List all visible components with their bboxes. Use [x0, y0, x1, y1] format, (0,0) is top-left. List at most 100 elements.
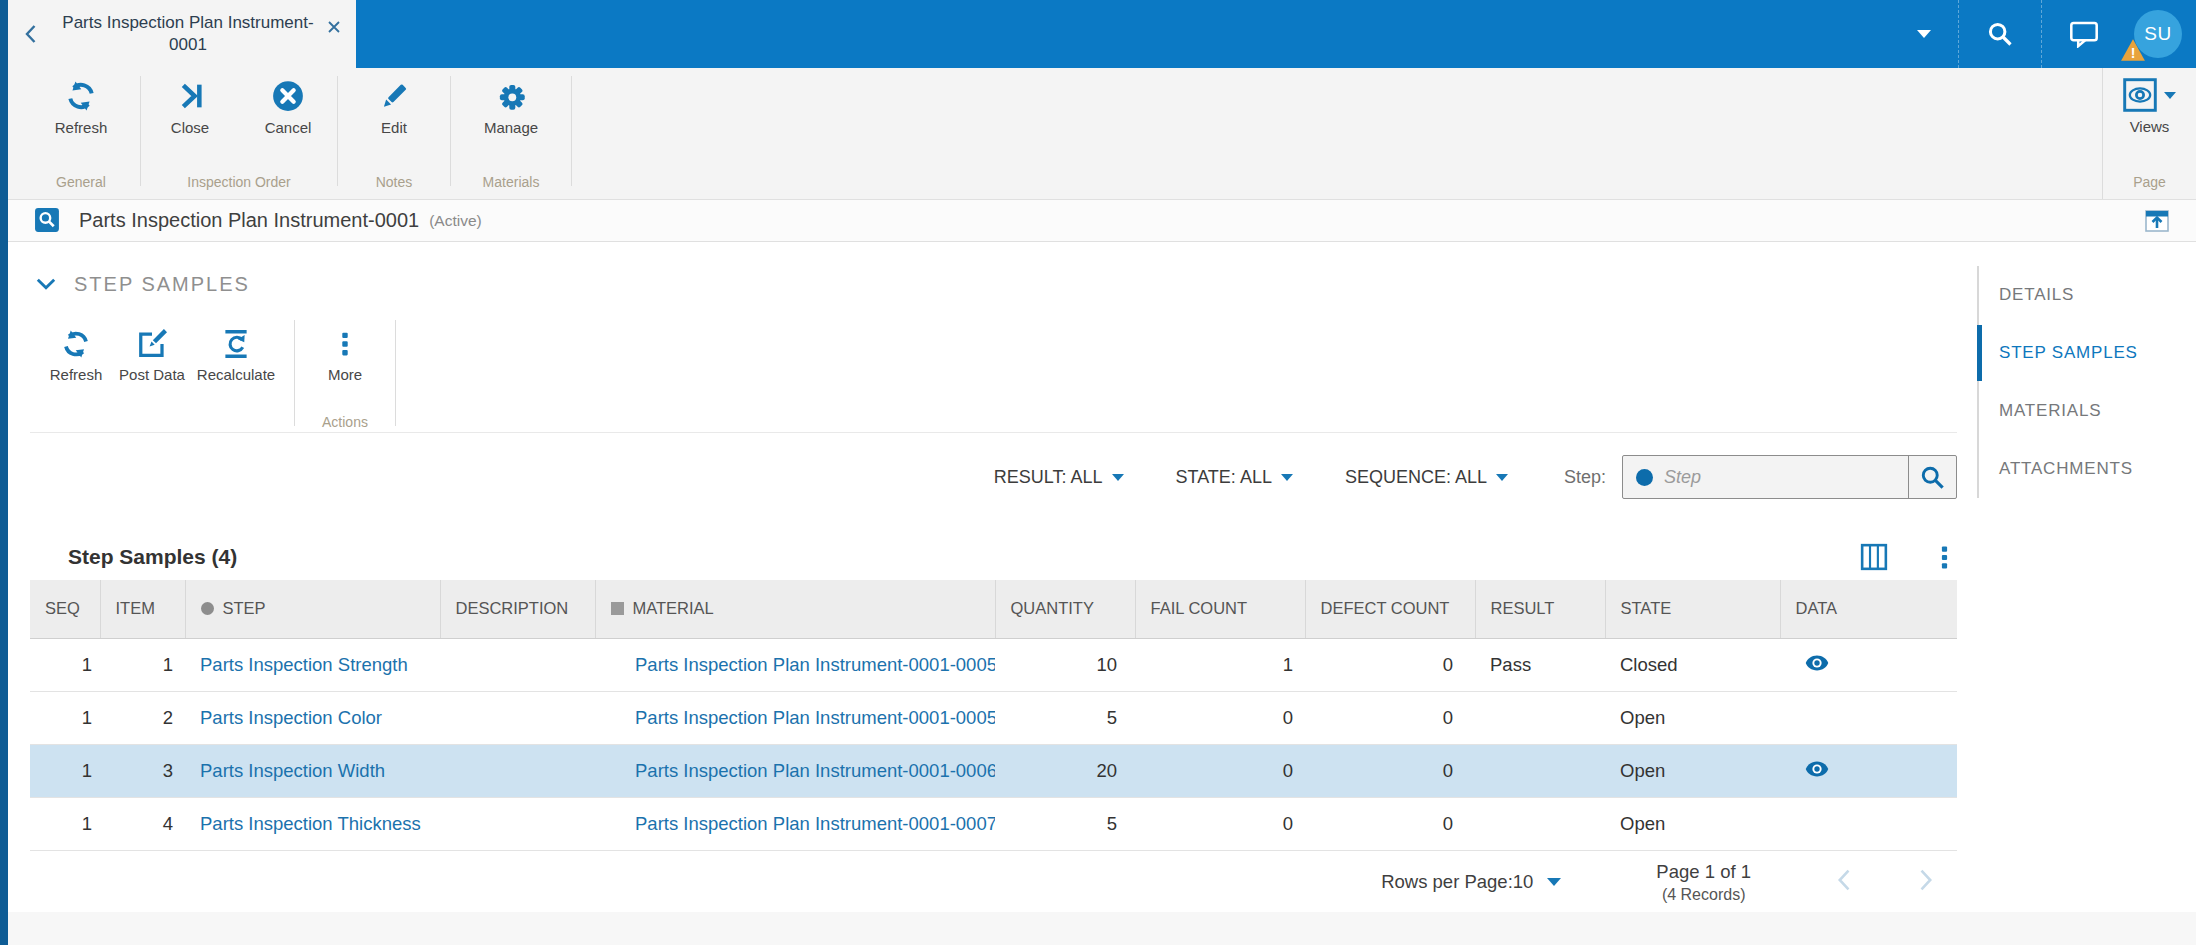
col-seq[interactable]: SEQ — [30, 580, 100, 638]
tab-close-button[interactable] — [324, 17, 344, 37]
step-link[interactable]: Parts Inspection Strength — [200, 654, 408, 675]
topbar-dropdown[interactable] — [1890, 0, 1958, 68]
actions-group-label: Actions — [307, 414, 383, 432]
page-info: Page 1 of 1 (4 Records) — [1656, 861, 1751, 904]
main-content: STEP SAMPLES Refresh Post Data Recalcula… — [8, 242, 2196, 912]
page-title: Parts Inspection Plan Instrument-0001 — [79, 209, 419, 232]
table-title: Step Samples (4) — [68, 545, 237, 569]
section-nav: DETAILS STEP SAMPLES MATERIALS ATTACHMEN… — [1971, 266, 2196, 498]
next-page-button[interactable] — [1911, 866, 1939, 898]
user-avatar[interactable]: SU ! — [2134, 10, 2182, 58]
sidebar-item-details[interactable]: DETAILS — [1979, 266, 2196, 324]
rows-per-page-dropdown[interactable]: Rows per Page:10 — [1381, 871, 1561, 893]
divider — [30, 432, 1957, 433]
col-step[interactable]: STEP — [185, 580, 440, 638]
back-button[interactable] — [8, 22, 52, 46]
popout-button[interactable] — [2144, 208, 2170, 234]
step-link[interactable]: Parts Inspection Color — [200, 707, 382, 728]
step-search-button[interactable] — [1908, 456, 1956, 498]
sidebar-item-materials[interactable]: MATERIALS — [1979, 382, 2196, 440]
table-row[interactable]: 1 1 Parts Inspection Strength Parts Insp… — [30, 638, 1957, 691]
state-filter[interactable]: STATE: ALL — [1176, 467, 1293, 488]
material-square-icon — [611, 602, 624, 615]
recalculate-button[interactable]: Recalculate — [190, 320, 282, 432]
step-dot-icon — [201, 602, 214, 615]
post-data-icon — [137, 329, 167, 359]
popout-icon — [2144, 208, 2170, 234]
sequence-filter[interactable]: SEQUENCE: ALL — [1345, 467, 1508, 488]
chevron-left-icon — [1831, 866, 1859, 894]
topbar-search-button[interactable] — [1958, 0, 2041, 68]
step-link[interactable]: Parts Inspection Thickness — [200, 813, 421, 834]
ribbon-group-label: Inspection Order — [141, 174, 337, 199]
edit-notes-button[interactable]: Edit — [346, 78, 442, 136]
post-data-button[interactable]: Post Data — [114, 320, 190, 432]
table-title-row: Step Samples (4) — [68, 534, 1957, 580]
col-defect-count[interactable]: DEFECT COUNT — [1305, 580, 1475, 638]
previous-page-button[interactable] — [1831, 866, 1859, 898]
step-link[interactable]: Parts Inspection Width — [200, 760, 385, 781]
sidebar-item-attachments[interactable]: ATTACHMENTS — [1979, 440, 2196, 498]
close-order-button[interactable]: Close — [142, 78, 238, 136]
grid-refresh-button[interactable]: Refresh — [38, 320, 114, 432]
refresh-button[interactable]: Refresh — [33, 78, 129, 136]
step-type-icon — [1636, 469, 1653, 486]
gear-icon — [494, 79, 528, 113]
section-actions-toolbar: Refresh Post Data Recalculate More Actio… — [38, 320, 408, 432]
eye-icon — [2123, 78, 2157, 112]
warning-icon: ! — [2120, 38, 2146, 62]
table-menu-kebab-icon[interactable] — [1932, 545, 1957, 570]
chevron-down-icon — [1547, 878, 1561, 886]
close-icon — [324, 17, 344, 37]
col-fail-count[interactable]: FAIL COUNT — [1135, 580, 1305, 638]
col-result[interactable]: RESULT — [1475, 580, 1605, 638]
record-title-bar: Parts Inspection Plan Instrument-0001 (A… — [8, 199, 2196, 242]
cancel-order-button[interactable]: Cancel — [240, 78, 336, 136]
actions-group: More Actions — [307, 320, 383, 432]
footer-strip — [8, 912, 2196, 945]
ribbon-group-label: Page — [2103, 174, 2196, 199]
more-actions-button[interactable]: More — [307, 320, 383, 383]
chevron-right-icon — [1911, 866, 1939, 894]
record-count: (4 Records) — [1656, 886, 1751, 904]
search-icon — [1919, 464, 1946, 491]
material-link[interactable]: Parts Inspection Plan Instrument-0001-00… — [635, 760, 995, 781]
result-filter[interactable]: RESULT: ALL — [994, 467, 1124, 488]
material-link[interactable]: Parts Inspection Plan Instrument-0001-00… — [635, 813, 995, 834]
tab-title: Parts Inspection Plan Instrument-0001 — [52, 12, 324, 56]
ribbon-group-label: Notes — [338, 174, 450, 199]
columns-icon[interactable] — [1860, 543, 1888, 571]
cancel-icon — [271, 79, 305, 113]
views-button[interactable] — [2103, 78, 2196, 112]
inspection-plan-icon — [34, 207, 61, 234]
col-item[interactable]: ITEM — [100, 580, 185, 638]
view-data-button[interactable] — [1805, 760, 1829, 781]
step-search-input[interactable] — [1664, 467, 1908, 488]
table-row[interactable]: 1 2 Parts Inspection Color Parts Inspect… — [30, 691, 1957, 744]
table-header-row: SEQ ITEM STEP DESCRIPTION MATERIAL QUANT… — [30, 580, 1957, 638]
search-icon — [1986, 20, 2014, 48]
chevron-down-icon — [1496, 474, 1508, 481]
material-link[interactable]: Parts Inspection Plan Instrument-0001-00… — [635, 654, 995, 675]
col-data[interactable]: DATA — [1780, 580, 1957, 638]
view-data-button[interactable] — [1805, 654, 1829, 675]
sidebar-item-step-samples[interactable]: STEP SAMPLES — [1979, 324, 2196, 382]
col-material[interactable]: MATERIAL — [595, 580, 995, 638]
active-screen-tab[interactable]: Parts Inspection Plan Instrument-0001 — [8, 0, 356, 68]
ribbon-group-label: General — [22, 174, 140, 199]
pagination-bar: Rows per Page:10 Page 1 of 1 (4 Records) — [30, 854, 1957, 910]
col-description[interactable]: DESCRIPTION — [440, 580, 595, 638]
left-edge-accent — [0, 0, 8, 945]
table-row[interactable]: 1 4 Parts Inspection Thickness Parts Ins… — [30, 797, 1957, 850]
section-step-samples[interactable]: STEP SAMPLES — [34, 266, 250, 302]
col-state[interactable]: STATE — [1605, 580, 1780, 638]
chevron-down-icon — [1112, 474, 1124, 481]
refresh-icon — [61, 329, 91, 359]
ribbon-group-general: Refresh General — [22, 68, 140, 199]
col-quantity[interactable]: QUANTITY — [995, 580, 1135, 638]
table-row[interactable]: 1 3 Parts Inspection Width Parts Inspect… — [30, 744, 1957, 797]
step-samples-table: SEQ ITEM STEP DESCRIPTION MATERIAL QUANT… — [30, 580, 1957, 851]
topbar-chat-button[interactable] — [2041, 0, 2126, 68]
manage-materials-button[interactable]: Manage — [463, 78, 559, 136]
material-link[interactable]: Parts Inspection Plan Instrument-0001-00… — [635, 707, 995, 728]
